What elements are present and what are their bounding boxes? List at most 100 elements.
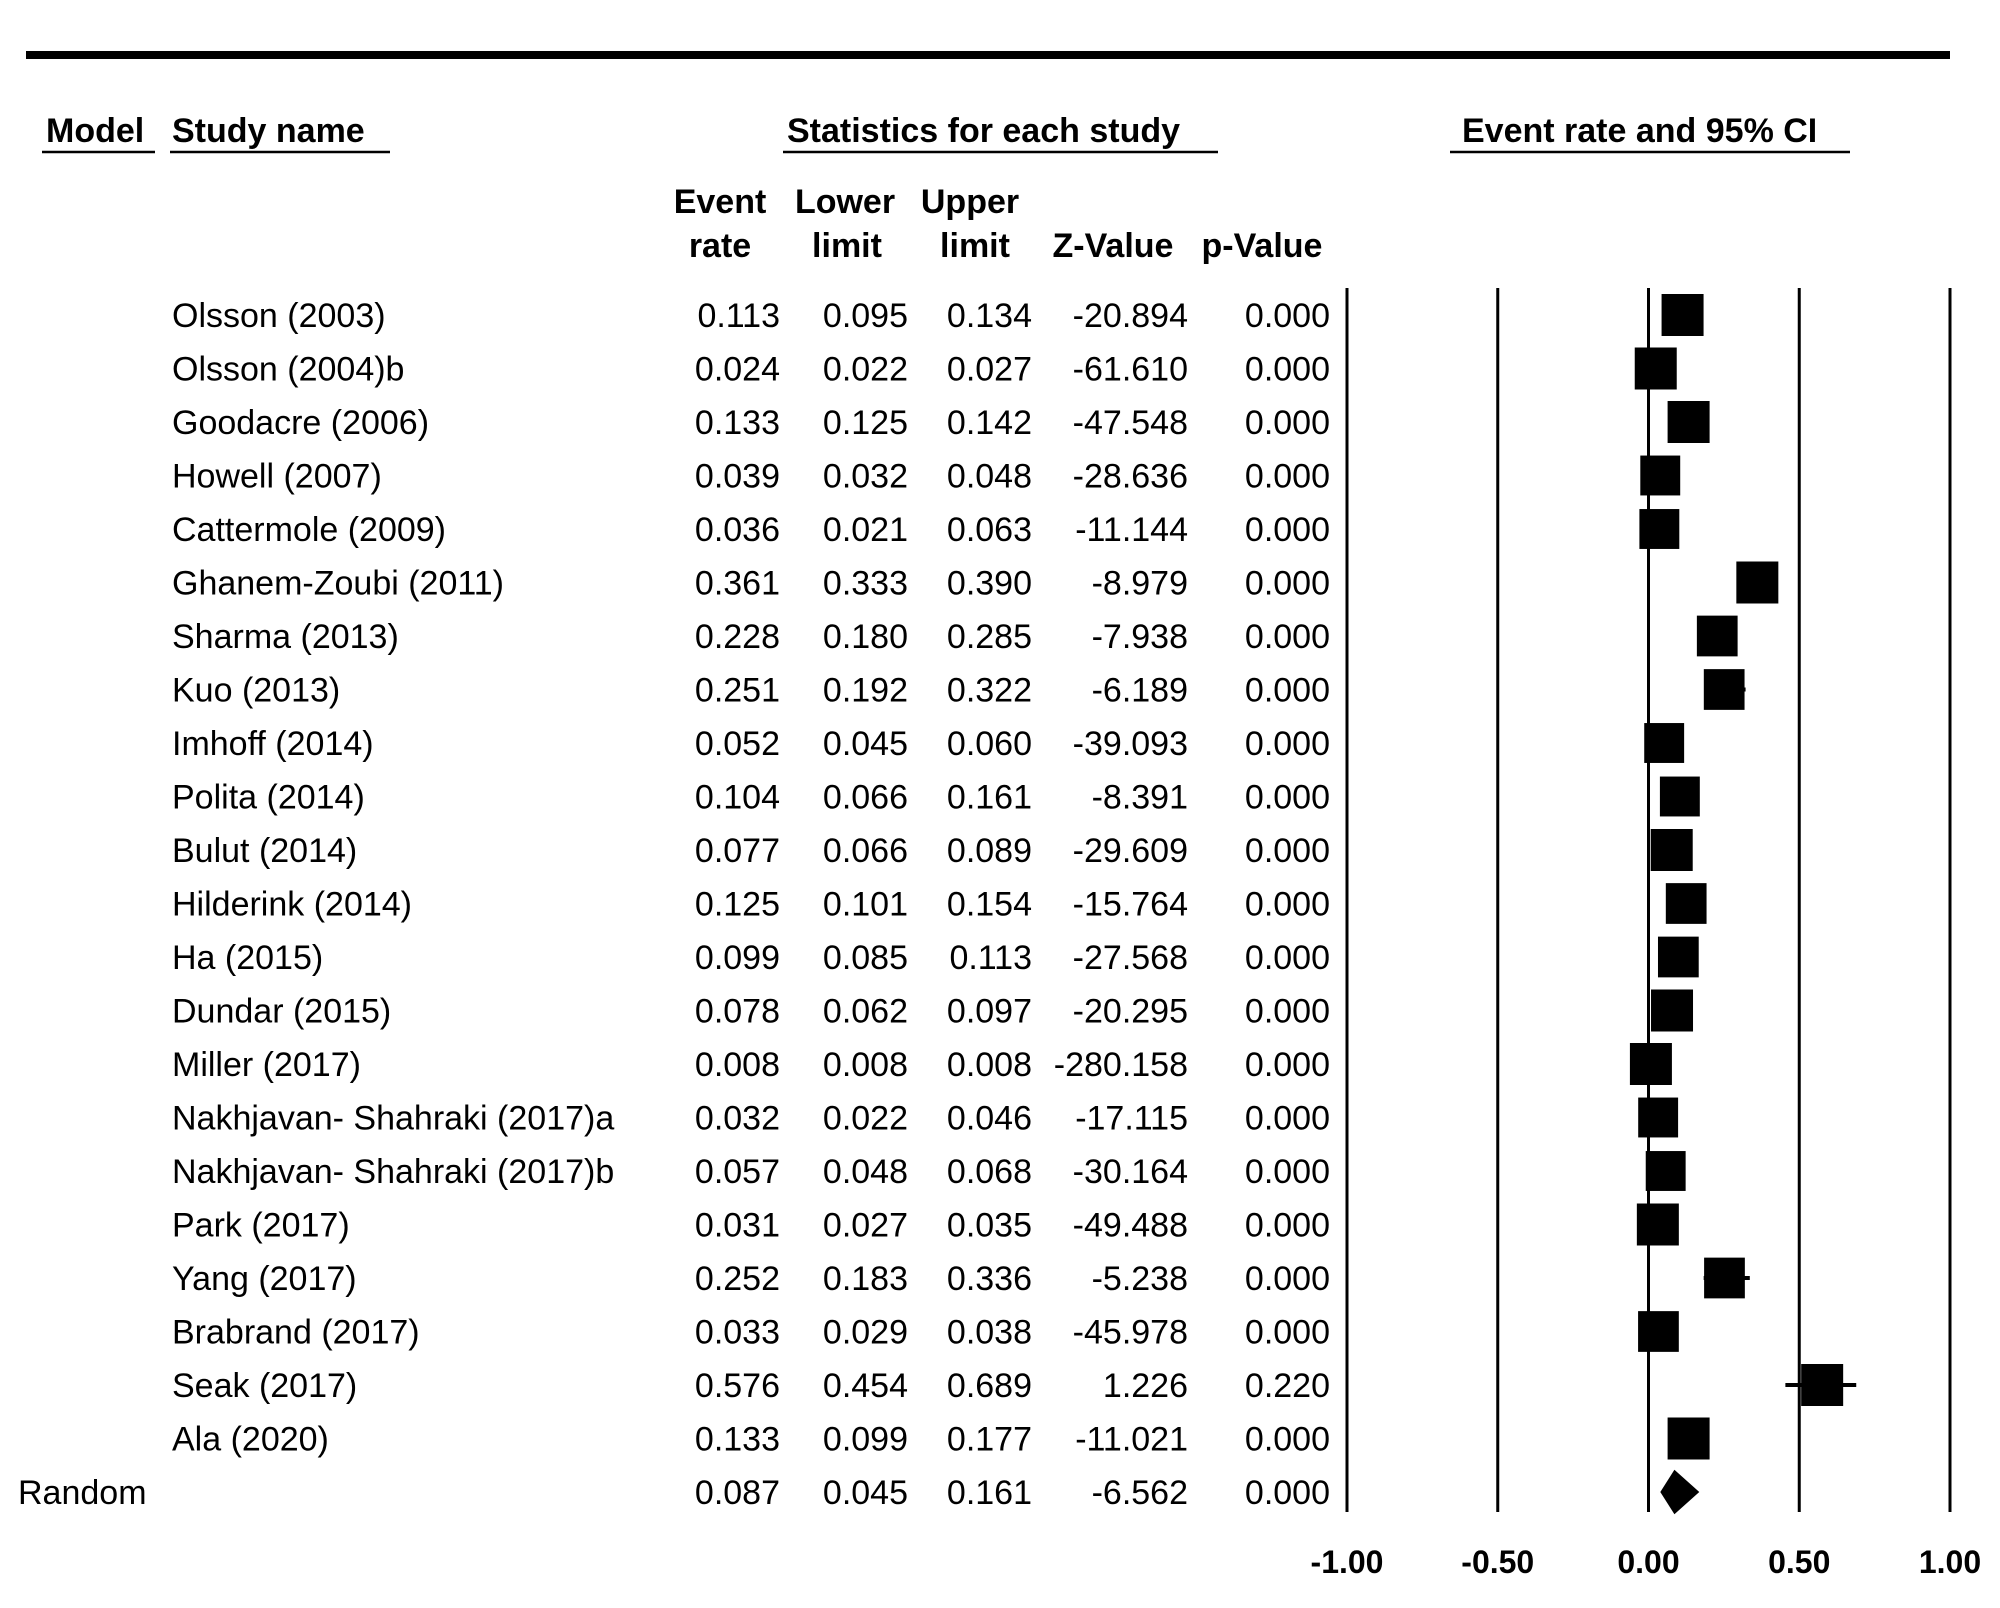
z-value: -27.568 <box>1073 939 1188 977</box>
study-name: Sharma (2013) <box>172 618 399 656</box>
p-value: 0.000 <box>1245 458 1330 496</box>
z-value: -20.295 <box>1073 993 1188 1031</box>
p-value: 0.000 <box>1245 297 1330 335</box>
lower-limit-value: 0.029 <box>823 1314 908 1352</box>
upper-limit-value: 0.154 <box>947 886 1032 924</box>
plot-title: Event rate and 95% CI <box>1462 112 1817 150</box>
lower-limit-value: 0.180 <box>823 618 908 656</box>
header-model: Model <box>46 112 144 150</box>
z-value: -29.609 <box>1073 832 1188 870</box>
study-point-marker <box>1659 776 1700 817</box>
summary-diamond <box>1660 1469 1700 1515</box>
summary-event-rate: 0.087 <box>695 1474 780 1512</box>
study-name: Seak (2017) <box>172 1367 357 1405</box>
upper-limit-value: 0.689 <box>947 1367 1032 1405</box>
lower-limit-value: 0.099 <box>823 1421 908 1459</box>
upper-limit-value: 0.336 <box>947 1260 1032 1298</box>
upper-limit-value: 0.068 <box>947 1153 1032 1191</box>
study-point-marker <box>1638 1097 1679 1138</box>
upper-limit-value: 0.285 <box>947 618 1032 656</box>
study-point-marker <box>1667 1417 1710 1460</box>
lower-limit-value: 0.095 <box>823 297 908 335</box>
p-value: 0.000 <box>1245 1100 1330 1138</box>
lower-limit-value: 0.066 <box>823 779 908 817</box>
study-name: Olsson (2003) <box>172 297 386 335</box>
upper-limit-value: 0.113 <box>949 939 1032 977</box>
lower-limit-value: 0.192 <box>823 672 908 710</box>
upper-limit-value: 0.142 <box>947 404 1032 442</box>
event-rate-value: 0.252 <box>695 1260 780 1298</box>
study-name: Howell (2007) <box>172 458 382 496</box>
study-point-marker <box>1703 669 1745 710</box>
p-value: 0.000 <box>1245 779 1330 817</box>
study-name: Bulut (2014) <box>172 832 357 870</box>
header-statistics: Statistics for each study <box>787 112 1180 150</box>
p-value: 0.000 <box>1245 993 1330 1031</box>
lower-limit-value: 0.062 <box>823 993 908 1031</box>
event-rate-value: 0.039 <box>695 458 780 496</box>
col-lower-limit-line1: Lower <box>795 183 895 221</box>
upper-limit-value: 0.177 <box>947 1421 1032 1459</box>
upper-limit-value: 0.063 <box>947 511 1032 549</box>
lower-limit-value: 0.022 <box>823 1100 908 1138</box>
z-value: -6.189 <box>1092 672 1188 710</box>
study-point-marker <box>1801 1364 1844 1406</box>
p-value: 0.000 <box>1245 672 1330 710</box>
study-point-marker <box>1645 1151 1686 1191</box>
event-rate-value: 0.125 <box>695 886 780 924</box>
col-event-rate-line1: Event <box>674 183 767 221</box>
event-rate-value: 0.133 <box>695 1421 780 1459</box>
event-rate-value: 0.036 <box>695 511 780 549</box>
upper-limit-value: 0.046 <box>947 1100 1032 1138</box>
study-point-marker <box>1651 989 1694 1032</box>
col-lower-limit-line2: limit <box>812 227 882 265</box>
study-name: Cattermole (2009) <box>172 511 446 549</box>
z-value: -15.764 <box>1073 886 1188 924</box>
study-name: Polita (2014) <box>172 779 365 817</box>
event-rate-value: 0.008 <box>695 1046 780 1084</box>
p-value: 0.000 <box>1245 351 1330 389</box>
p-value: 0.000 <box>1245 1314 1330 1352</box>
event-rate-value: 0.078 <box>695 993 780 1031</box>
z-value: -280.158 <box>1054 1046 1188 1084</box>
p-value: 0.000 <box>1245 1153 1330 1191</box>
study-name: Yang (2017) <box>172 1260 357 1298</box>
z-value: -17.115 <box>1075 1100 1188 1138</box>
upper-limit-value: 0.027 <box>947 351 1032 389</box>
p-value: 0.000 <box>1245 1046 1330 1084</box>
summary-p-value: 0.000 <box>1245 1474 1330 1512</box>
study-point-marker <box>1640 455 1681 496</box>
event-rate-value: 0.251 <box>695 672 780 710</box>
study-name: Miller (2017) <box>172 1046 361 1084</box>
lower-limit-value: 0.045 <box>823 725 908 763</box>
event-rate-value: 0.228 <box>695 618 780 656</box>
lower-limit-value: 0.454 <box>823 1367 908 1405</box>
lower-limit-value: 0.022 <box>823 351 908 389</box>
upper-limit-value: 0.060 <box>947 725 1032 763</box>
p-value: 0.000 <box>1245 565 1330 603</box>
summary-lower-limit: 0.045 <box>823 1474 908 1512</box>
col-p-value: p-Value <box>1202 227 1323 265</box>
study-point-marker <box>1644 723 1685 763</box>
study-name: Hilderink (2014) <box>172 886 412 924</box>
header-study-name: Study name <box>172 112 365 150</box>
study-point-marker <box>1667 401 1710 443</box>
study-point-marker <box>1657 936 1699 978</box>
study-name: Goodacre (2006) <box>172 404 429 442</box>
event-rate-value: 0.024 <box>695 351 780 389</box>
study-point-marker <box>1696 615 1738 657</box>
study-rows: Olsson (2003) 0.113 0.095 0.134 -20.894 0.000… <box>18 297 1330 1512</box>
col-z-value: Z-Value <box>1053 227 1174 265</box>
event-rate-value: 0.033 <box>695 1314 780 1352</box>
z-value: -30.164 <box>1073 1153 1188 1191</box>
event-rate-value: 0.113 <box>697 297 780 335</box>
lower-limit-value: 0.085 <box>823 939 908 977</box>
x-tick-label: 0.50 <box>1768 1544 1830 1580</box>
p-value: 0.000 <box>1245 725 1330 763</box>
z-value: -49.488 <box>1073 1207 1188 1245</box>
col-upper-limit-line1: Upper <box>921 183 1019 221</box>
study-name: Ala (2020) <box>172 1421 329 1459</box>
lower-limit-value: 0.183 <box>823 1260 908 1298</box>
event-rate-value: 0.057 <box>695 1153 780 1191</box>
